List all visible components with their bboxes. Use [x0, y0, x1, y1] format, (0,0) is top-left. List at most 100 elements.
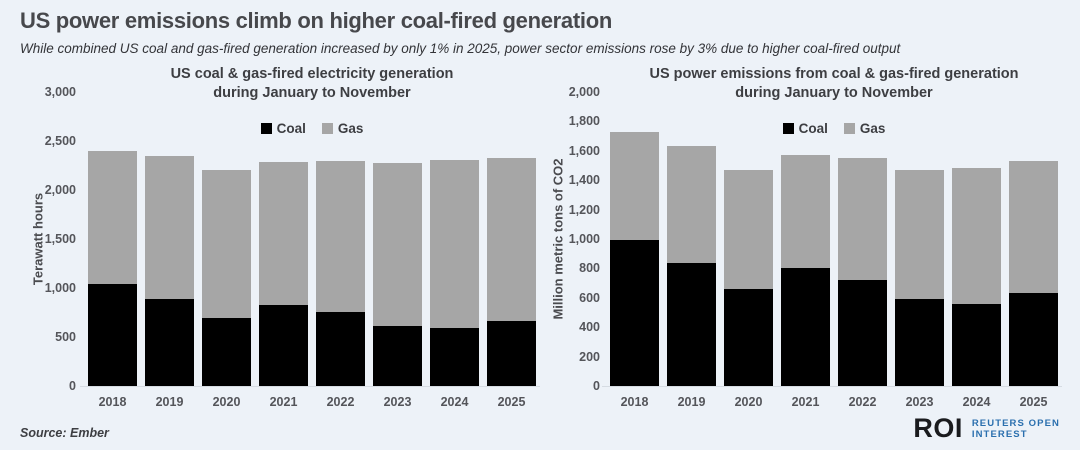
plot-area: [610, 92, 1058, 386]
bar-2024: [952, 168, 1001, 386]
x-tick-label: 2023: [383, 395, 412, 409]
y-tick-label: 800: [579, 261, 600, 276]
roi-logo-line2: INTEREST: [971, 428, 1028, 440]
x-axis-line: [602, 386, 1062, 387]
header: US power emissions climb on higher coal-…: [20, 8, 1065, 56]
chart-title-line2: during January to November: [213, 85, 411, 101]
source-note: Source: Ember: [20, 426, 109, 440]
bar-2019: [667, 146, 716, 386]
gas-segment: [88, 150, 137, 285]
y-tick-label: 1,600: [568, 143, 600, 158]
chart-legend: Coal Gas: [610, 121, 1058, 136]
y-tick-label: 200: [579, 349, 600, 364]
coal-segment: [145, 298, 194, 386]
x-tick-label: 2021: [269, 395, 298, 409]
y-tick-label: 1,200: [568, 202, 600, 217]
bar-2023: [373, 162, 422, 386]
y-axis-ticks: 0 500 1,000 1,500 2,000 2,500 3,000: [0, 85, 76, 393]
x-tick-label: 2022: [848, 395, 877, 409]
x-axis-labels: 2018 2019 2020 2021 2022 2023 2024 2025: [88, 395, 536, 409]
gas-segment: [724, 169, 773, 289]
y-tick-label: 1,500: [44, 232, 76, 246]
generation-chart: US coal & gas-fired electricity generati…: [0, 60, 540, 412]
gas-segment: [202, 170, 251, 319]
bar-2020: [202, 170, 251, 386]
bar-2022: [316, 160, 365, 386]
coal-segment: [487, 321, 536, 386]
x-tick-label: 2025: [497, 395, 526, 409]
coal-swatch-icon: [260, 123, 272, 134]
gas-swatch-icon: [843, 123, 855, 134]
bar-2019: [145, 155, 194, 386]
y-tick-label: 2,000: [568, 85, 600, 99]
gas-segment: [145, 155, 194, 299]
bar-2022: [838, 158, 887, 386]
page-subtitle: While combined US coal and gas-fired gen…: [20, 41, 901, 56]
roi-logo-line1: REUTERS OPEN: [971, 417, 1060, 429]
x-tick-label: 2019: [155, 395, 184, 409]
gas-segment: [316, 160, 365, 312]
coal-segment: [952, 303, 1001, 386]
legend-label: Gas: [337, 121, 364, 136]
y-tick-label: 3,000: [44, 85, 76, 99]
legend-item-gas: Gas: [843, 121, 886, 136]
y-tick-label: 0: [593, 379, 600, 393]
page-title: US power emissions climb on higher coal-…: [20, 8, 612, 33]
y-tick-label: 1,000: [44, 281, 76, 295]
x-axis-labels: 2018 2019 2020 2021 2022 2023 2024 2025: [610, 395, 1058, 409]
emissions-chart: US power emissions from coal & gas-fired…: [540, 60, 1080, 412]
x-tick-label: 2018: [98, 395, 127, 409]
coal-segment: [610, 240, 659, 386]
chart-title: US coal & gas-fired electricity generati…: [88, 65, 536, 103]
coal-segment: [430, 328, 479, 386]
gas-segment: [952, 168, 1001, 304]
y-tick-label: 1,800: [568, 114, 600, 129]
x-tick-label: 2020: [212, 395, 241, 409]
y-tick-label: 2,000: [44, 183, 76, 197]
bar-2021: [259, 161, 308, 386]
coal-segment: [1009, 293, 1058, 386]
coal-segment: [259, 304, 308, 386]
gas-segment: [781, 155, 830, 269]
y-tick-label: 1,000: [568, 232, 600, 246]
chart-title-line1: US power emissions from coal & gas-fired…: [649, 66, 1019, 82]
gas-swatch-icon: [321, 123, 333, 134]
gas-segment: [895, 169, 944, 300]
bar-2021: [781, 155, 830, 386]
legend-item-gas: Gas: [321, 121, 364, 136]
bar-2020: [724, 169, 773, 386]
bar-2023: [895, 169, 944, 386]
y-tick-label: 0: [69, 379, 76, 393]
x-tick-label: 2020: [734, 395, 763, 409]
gas-segment: [487, 157, 536, 322]
legend-item-coal: Coal: [782, 121, 828, 136]
roi-logo: ROI REUTERS OPEN INTEREST: [913, 415, 1060, 442]
legend-item-coal: Coal: [260, 121, 306, 136]
coal-segment: [667, 262, 716, 386]
y-tick-label: 1,400: [568, 173, 600, 188]
gas-segment: [259, 161, 308, 305]
y-tick-label: 600: [579, 290, 600, 305]
coal-segment: [373, 326, 422, 386]
bar-2018: [610, 131, 659, 386]
x-tick-label: 2024: [440, 395, 469, 409]
y-tick-label: 2,500: [44, 134, 76, 148]
gas-segment: [373, 162, 422, 327]
chart-title-line1: US coal & gas-fired electricity generati…: [170, 66, 454, 82]
coal-segment: [724, 288, 773, 386]
gas-segment: [1009, 161, 1058, 294]
roi-logo-text: REUTERS OPEN INTEREST: [972, 418, 1060, 440]
legend-label: Coal: [276, 121, 306, 136]
coal-segment: [781, 268, 830, 386]
gas-segment: [838, 158, 887, 281]
coal-segment: [316, 311, 365, 386]
roi-logo-abbr: ROI: [913, 413, 963, 443]
coal-segment: [88, 284, 137, 386]
y-axis-ticks: 0 200 400 600 800 1,000 1,200 1,400 1,600 1,800 2,…: [540, 85, 600, 393]
x-tick-label: 2025: [1019, 395, 1048, 409]
legend-label: Gas: [859, 121, 886, 136]
bar-2024: [430, 159, 479, 386]
bar-2018: [88, 150, 137, 386]
gas-segment: [430, 159, 479, 329]
